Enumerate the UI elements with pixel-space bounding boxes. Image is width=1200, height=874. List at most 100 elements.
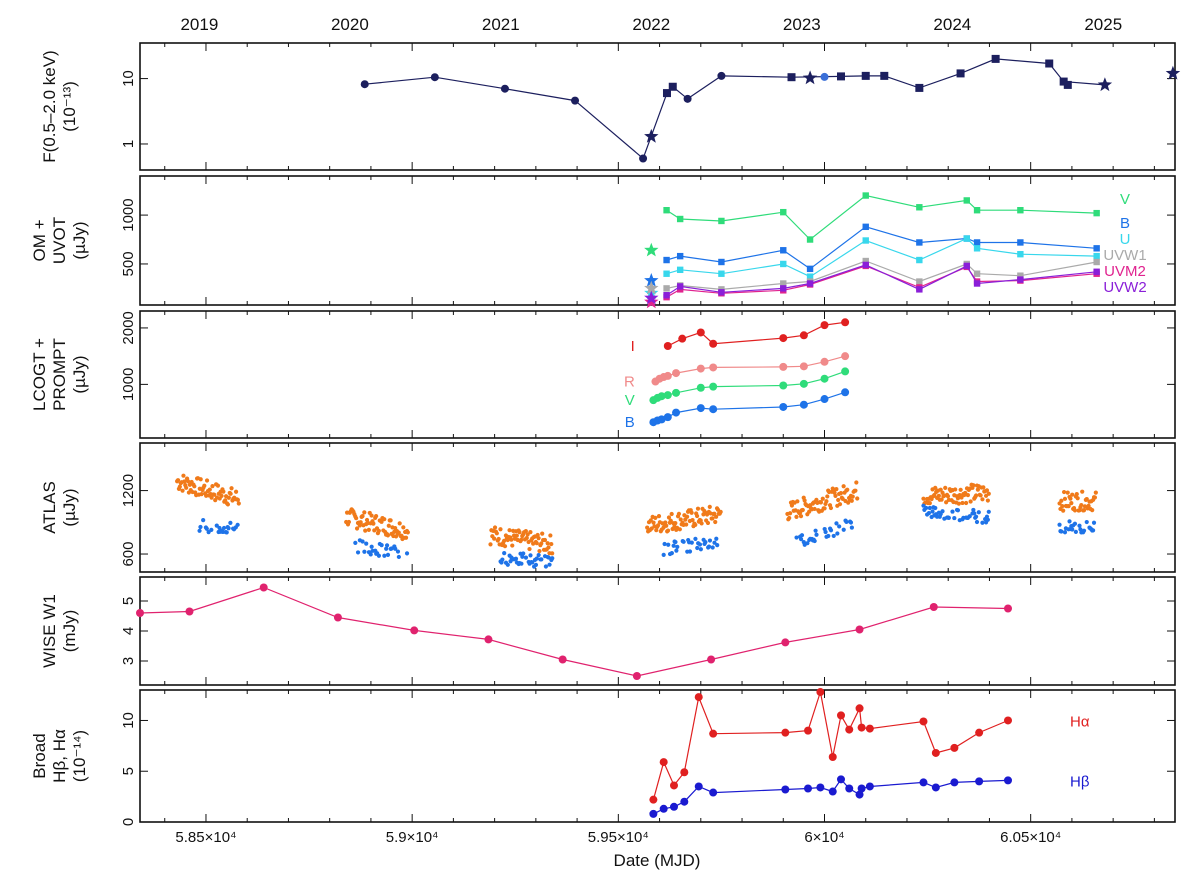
data-point: [794, 535, 799, 540]
data-point: [671, 543, 676, 548]
data-point: [806, 273, 814, 280]
legend-label: Hβ: [1070, 773, 1090, 790]
data-point: [862, 257, 869, 265]
data-point: [226, 526, 231, 531]
data-point: [228, 520, 233, 525]
data-point: [820, 72, 829, 81]
x-tick-label: 5.95×10⁴: [588, 829, 649, 846]
data-point: [654, 528, 659, 533]
data-point: [663, 413, 672, 422]
data-point: [956, 69, 965, 78]
legend-label: UVM2: [1104, 263, 1146, 280]
data-point: [967, 514, 972, 519]
data-point: [779, 334, 788, 343]
series-2: [197, 503, 1097, 569]
data-point: [788, 511, 793, 516]
series-line: [666, 226, 1097, 270]
data-point: [837, 502, 843, 507]
data-point: [853, 488, 858, 493]
series-line: [653, 370, 846, 401]
data-point: [404, 551, 410, 556]
data-point: [1061, 508, 1066, 513]
data-point: [401, 525, 406, 530]
data-point: [669, 511, 674, 517]
data-point: [534, 541, 539, 546]
data-point: [669, 802, 678, 811]
year-label: 2024: [933, 15, 971, 34]
data-point: [207, 487, 212, 492]
data-point: [828, 787, 837, 796]
data-point: [926, 511, 932, 516]
data-point: [198, 524, 203, 530]
data-point: [527, 546, 532, 552]
data-point: [523, 529, 528, 534]
data-point: [673, 539, 678, 545]
data-point: [353, 540, 358, 546]
data-point: [366, 527, 371, 532]
data-point: [1066, 504, 1071, 509]
data-point: [820, 357, 829, 366]
data-point: [787, 515, 792, 521]
data-point: [505, 562, 510, 567]
data-point: [224, 530, 229, 535]
data-point: [798, 537, 804, 542]
data-point: [369, 513, 374, 518]
data-point: [386, 523, 391, 528]
data-point: [780, 208, 787, 216]
series-2: R: [624, 352, 850, 391]
data-point: [236, 501, 241, 506]
data-point: [940, 509, 945, 514]
data-point: [225, 502, 231, 507]
data-point: [484, 635, 493, 644]
data-point: [662, 541, 667, 547]
series-line: [652, 691, 1009, 800]
data-point: [828, 505, 834, 511]
year-label: 2021: [482, 15, 520, 34]
data-point: [855, 625, 864, 634]
y-axis-label: F(0.5–2.0 keV): [40, 50, 59, 162]
data-point: [718, 258, 725, 266]
data-point: [539, 557, 544, 562]
data-point: [707, 538, 713, 543]
data-point: [712, 540, 717, 545]
y-axis-label: (10⁻¹³): [60, 81, 79, 132]
series-1: I: [631, 318, 850, 355]
data-point: [927, 501, 932, 506]
data-point: [973, 493, 979, 498]
series-line: [666, 265, 1097, 298]
data-point: [644, 290, 659, 305]
data-point: [825, 494, 830, 499]
data-point: [973, 239, 981, 246]
data-point: [385, 552, 391, 557]
data-point: [676, 215, 684, 223]
data-point: [233, 489, 239, 494]
year-label: 2022: [632, 15, 670, 34]
data-point: [542, 537, 548, 543]
data-point: [519, 561, 524, 566]
data-point: [513, 556, 519, 561]
data-point: [820, 321, 829, 330]
data-point: [1061, 489, 1067, 495]
data-point: [1090, 508, 1095, 513]
panel-frame: [139, 442, 1176, 573]
data-point: [199, 492, 204, 497]
data-point: [668, 518, 673, 523]
data-point: [547, 562, 552, 567]
data-point: [932, 492, 937, 498]
data-point: [520, 554, 525, 559]
data-point: [385, 533, 391, 538]
data-point: [964, 500, 969, 506]
data-point: [645, 525, 650, 530]
y-tick-label: 2000: [120, 311, 137, 344]
data-point: [816, 688, 825, 697]
data-point: [571, 96, 580, 105]
data-point: [841, 484, 846, 489]
data-point: [379, 519, 384, 524]
data-point: [841, 367, 850, 376]
data-point: [1070, 527, 1075, 532]
data-point: [403, 535, 409, 540]
data-point: [836, 72, 845, 81]
data-point: [695, 506, 701, 511]
data-point: [973, 245, 981, 252]
